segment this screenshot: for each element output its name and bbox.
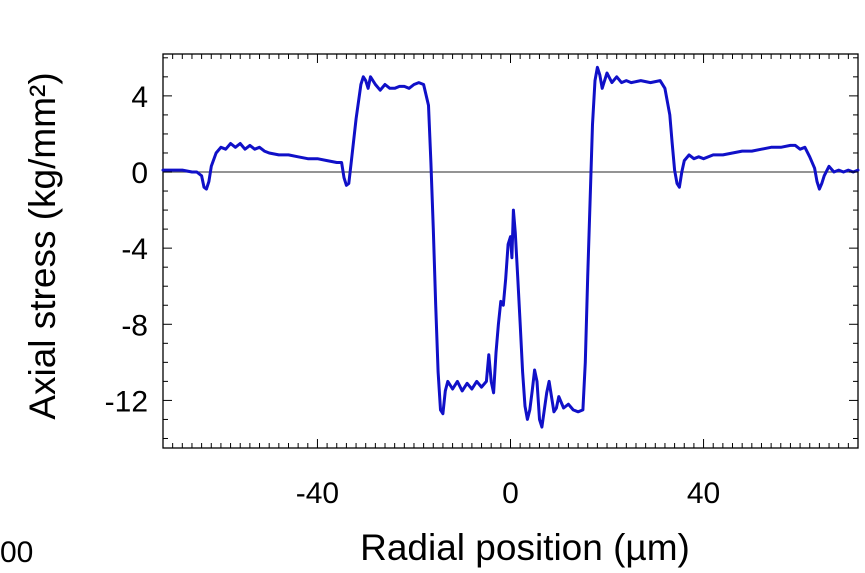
y-tick-label: -12	[105, 385, 148, 418]
y-tick-label: 0	[131, 157, 148, 190]
left-edge-fragment-text: 00	[0, 536, 34, 569]
x-tick-label: 0	[502, 477, 519, 510]
y-tick-label: 4	[131, 81, 148, 114]
series-group	[161, 65, 860, 429]
x-tick-label: 40	[687, 477, 720, 510]
ticks-group	[163, 54, 858, 448]
y-tick-label: -4	[121, 233, 148, 266]
x-axis-label: Radial position (µm)	[360, 527, 690, 568]
y-axis-label: Axial stress (kg/mm²)	[22, 72, 63, 419]
x-tick-label: -40	[296, 477, 339, 510]
y-tick-label: -8	[121, 309, 148, 342]
series-line	[161, 65, 860, 429]
